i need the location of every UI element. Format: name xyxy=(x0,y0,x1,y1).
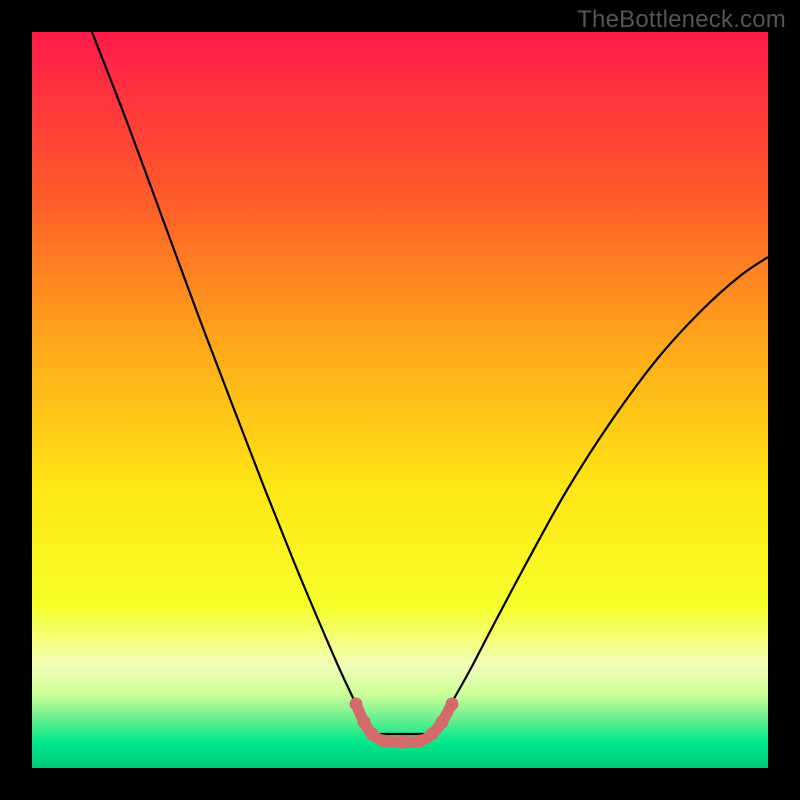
highlight-marker xyxy=(358,716,371,729)
highlight-marker xyxy=(426,728,439,741)
highlight-marker xyxy=(350,698,363,711)
highlight-marker xyxy=(436,716,449,729)
chart-frame: TheBottleneck.com xyxy=(0,0,800,800)
chart-svg xyxy=(32,32,768,768)
watermark-text: TheBottleneck.com xyxy=(577,6,786,34)
highlight-marker xyxy=(396,736,409,749)
highlight-marker xyxy=(378,735,391,748)
highlight-marker xyxy=(414,735,427,748)
gradient-background xyxy=(32,32,768,768)
plot-area xyxy=(32,32,768,768)
highlight-marker xyxy=(366,728,379,741)
highlight-marker xyxy=(446,698,459,711)
